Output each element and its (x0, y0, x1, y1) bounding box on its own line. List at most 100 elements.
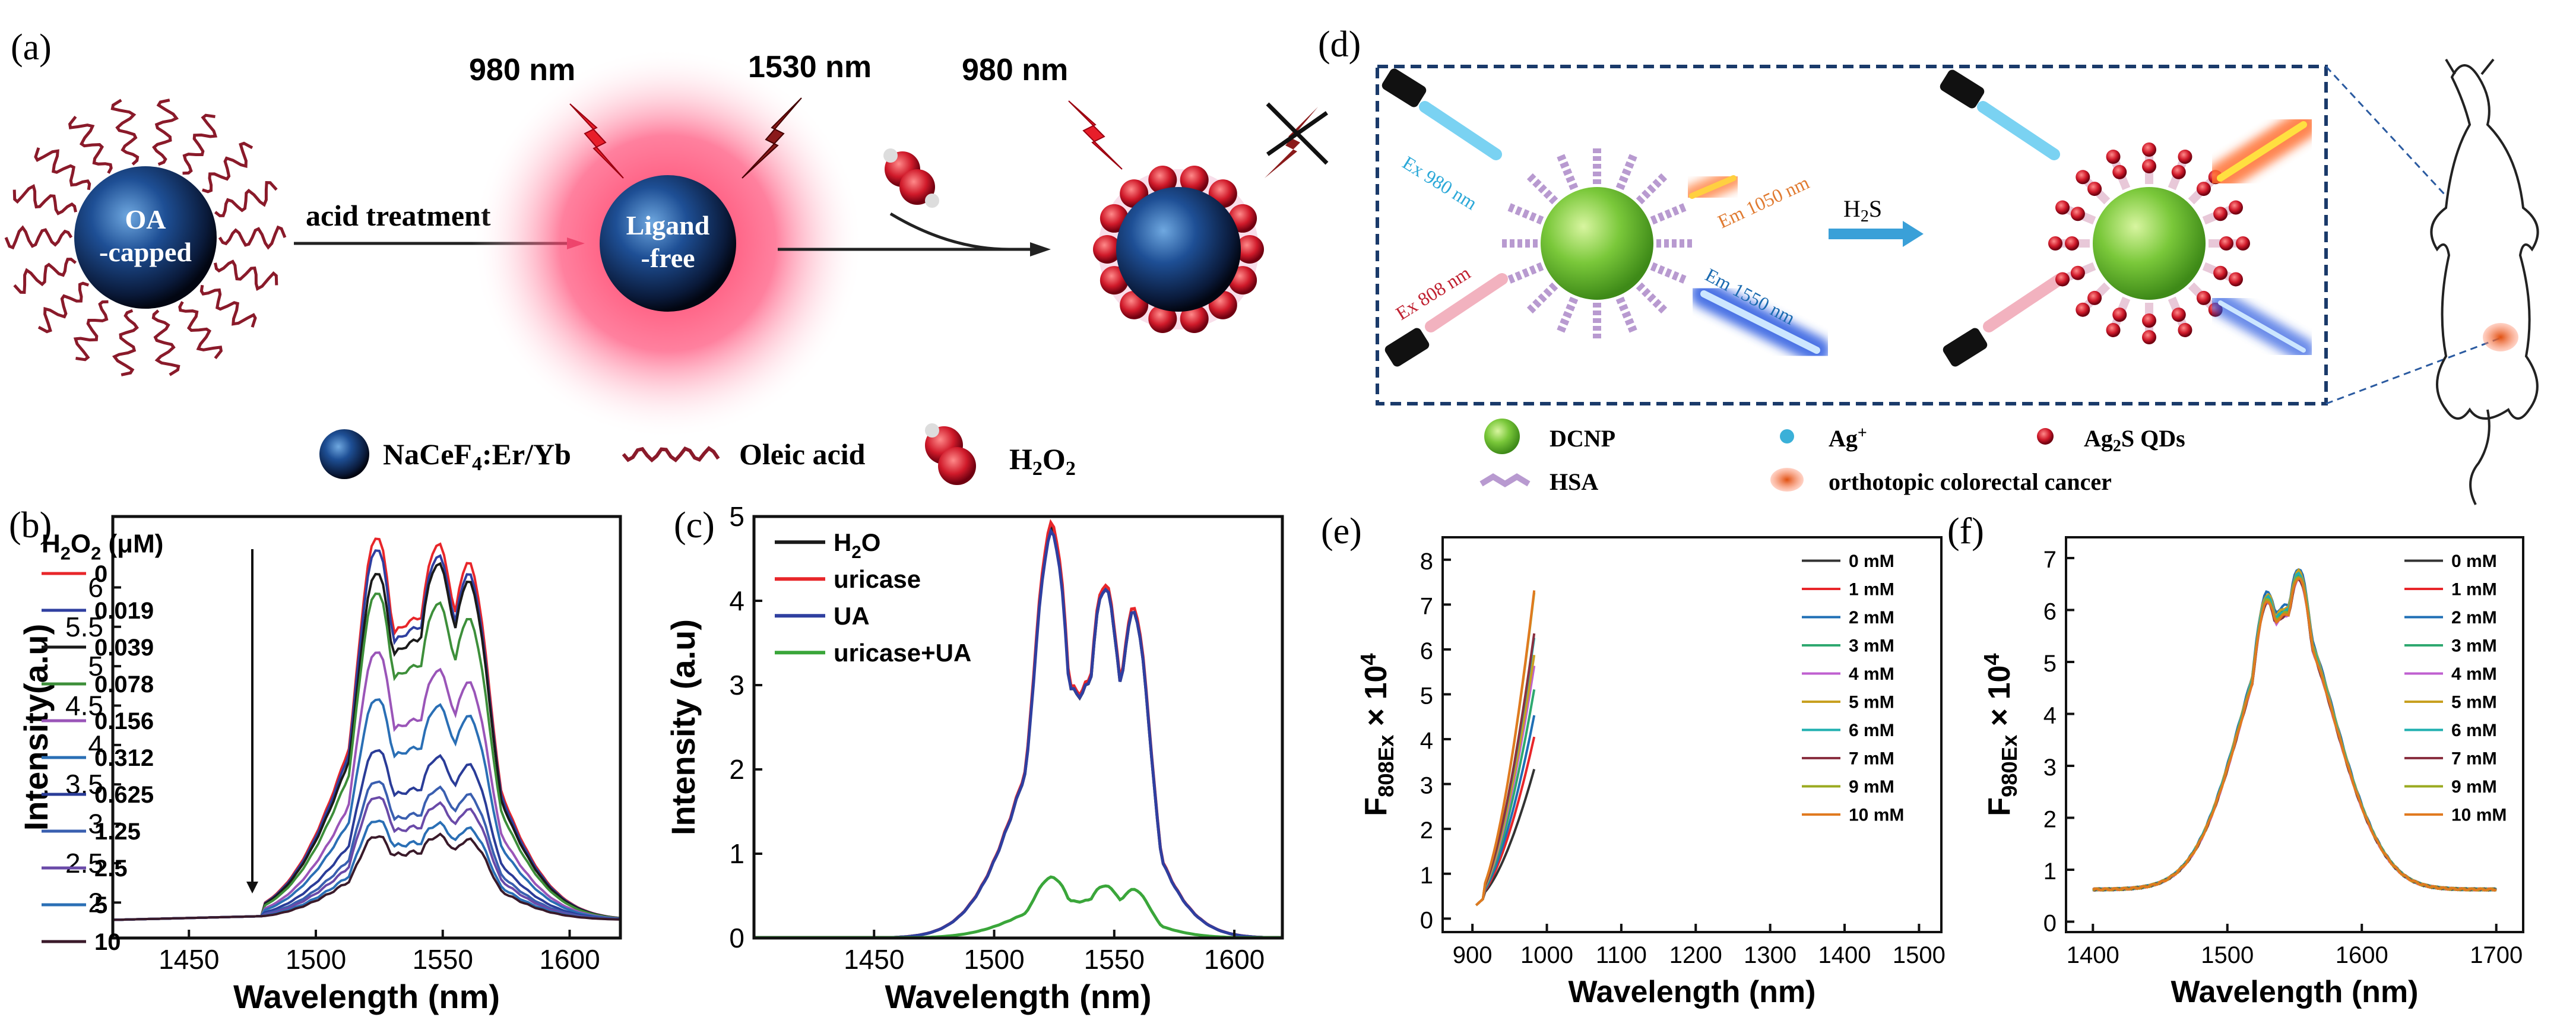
ag2s-dot (2076, 302, 2090, 317)
ag2s-dot (2228, 272, 2243, 287)
laser-980-bolt-icon-2 (1068, 100, 1123, 170)
ag2s-dot (2106, 322, 2121, 337)
y-tick-label: 5.5 (65, 611, 103, 642)
oleic-acid-chain (214, 259, 278, 291)
hsa-spike (1636, 171, 1669, 205)
hsa-spike (1504, 202, 1544, 225)
series-line-6-mM (2092, 571, 2497, 892)
hsa-spike (1650, 262, 1690, 285)
oleic-acid-chain (152, 99, 179, 166)
laser-980-bolt-icon (569, 103, 624, 179)
legend-label: 4 mM (2451, 664, 2497, 684)
legend-label: 6 mM (1849, 721, 1894, 740)
y-tick-label: 0 (1420, 907, 1433, 933)
ligand-free-nanoparticle (600, 175, 736, 312)
y-tick-label: 8 (1420, 549, 1433, 575)
oleic-acid-chain (68, 115, 113, 174)
series-line-10 (112, 832, 619, 921)
oa-capped-nanoparticle (74, 166, 217, 309)
legend-label: 5 (94, 892, 107, 918)
plot-frame (2065, 536, 2524, 933)
ag2s-dot (2087, 182, 2102, 197)
ag2s-dot (2219, 236, 2233, 251)
panel-label-d: (d) (1318, 24, 1361, 65)
legend-label: uricase (834, 565, 921, 593)
y-tick-label: 5 (88, 651, 103, 682)
y-tick-label: 1 (2043, 858, 2057, 885)
ag2s-dot (2213, 207, 2228, 221)
x-tick-label: 1600 (2336, 942, 2388, 968)
y-tick-label: 2 (2043, 807, 2057, 833)
legend-label: 7 mM (2451, 749, 2497, 769)
panel-label-f: (f) (1947, 511, 1984, 552)
legend-label: 2 mM (1849, 608, 1894, 628)
ag2s-dot (2142, 159, 2156, 173)
series-line-0-mM (2092, 576, 2497, 892)
series-group (1475, 590, 1536, 907)
legend-label: H2O (834, 528, 880, 562)
fiber-808-right-icon (1943, 273, 2066, 367)
x-tick-label: 1400 (1818, 942, 1871, 968)
y-tick-label: 2 (88, 887, 103, 918)
ligand-free-label-2: -free (641, 243, 695, 273)
oleic-acid-chain (182, 113, 218, 175)
legend-title: H2O2 (μM) (42, 529, 163, 563)
plot-frame (1441, 536, 1943, 933)
schematic-frame (1376, 65, 2328, 405)
ag2s-dot (2112, 308, 2127, 322)
ag2s-dot (2076, 170, 2090, 185)
legend-label: 0.625 (94, 782, 154, 808)
chart-f: 1400 1500 1600 1700 0 1 2 3 4 5 6 7 Wavelength (nm) F… (1979, 536, 2524, 1009)
legend-label: 0 (94, 561, 107, 587)
panel-label-c: (c) (674, 505, 715, 546)
dcnp-hsa-particle (1541, 187, 1653, 300)
series-line-7-mM (2093, 578, 2497, 892)
tumor-site-icon (2483, 323, 2518, 351)
legend-ag-label: Ag+ (1829, 424, 1867, 452)
y-tick-label: 5 (1420, 683, 1433, 709)
x-tick-label: 1200 (1669, 942, 1722, 968)
y-tick-label: 4 (729, 585, 744, 616)
panel-label-a: (a) (11, 27, 52, 68)
ag2s-dot (2070, 207, 2085, 221)
ligand-free-label-1: Ligand (626, 210, 710, 240)
oleic-acid-chain (34, 147, 91, 191)
y-axis-label: Intensity(a.u) (17, 624, 55, 831)
y-tick-label: 3 (2043, 755, 2057, 781)
acid-treatment-label: acid treatment (306, 199, 491, 232)
legend-label: UA (834, 602, 870, 630)
y-tick-label: 0 (2043, 911, 2057, 937)
hsa-spike (1555, 151, 1579, 191)
series-line-1-25 (112, 780, 619, 921)
ag2s-dot (2178, 150, 2192, 164)
arrow-head-icon (1030, 242, 1051, 256)
h2o2-bead (1148, 304, 1177, 333)
series-group (2092, 568, 2497, 892)
x-axis-label: Wavelength (nm) (233, 978, 500, 1015)
oleic-acid-chain (199, 284, 257, 328)
legend-label: 3 mM (2451, 636, 2497, 656)
ag2s-dot (2065, 236, 2079, 251)
y-tick-label: 5 (729, 501, 744, 532)
x-tick-label: 1600 (539, 944, 600, 975)
ag2s-dot (2087, 290, 2102, 305)
chart-c: 1450 1500 1550 1600 0 1 2 3 4 5 Wavelength (nm) Int… (664, 501, 1284, 1015)
ag2s-dot (2213, 265, 2228, 280)
legend-oleic-label: Oleic acid (739, 438, 866, 471)
hsa-spike (1650, 202, 1690, 225)
x-axis-label: Wavelength (nm) (2171, 975, 2419, 1009)
oleic-acid-chain (73, 300, 109, 362)
quenched-emission-icon (1265, 102, 1329, 178)
h2o2-bead (1180, 166, 1209, 195)
panel-d-schematic: (d) Ex 980 nm Ex 808 nm Em 1050 nm Em 15… (1318, 24, 2539, 505)
oleic-acid-chain (37, 281, 89, 334)
y-axis-label: F980Ex × 104 (1979, 653, 2021, 816)
series-line-10-mM (1475, 590, 1536, 907)
x-tick-label: 1400 (2067, 942, 2119, 968)
legend-h2o2-label: H2O2 (1009, 442, 1076, 480)
hsa-spike (1615, 296, 1639, 336)
legend-oleic-wave-icon (622, 446, 720, 463)
x-tick-label: 1500 (286, 944, 346, 975)
series-line-3-mM (2092, 572, 2497, 892)
hsa-spike (1555, 296, 1579, 336)
